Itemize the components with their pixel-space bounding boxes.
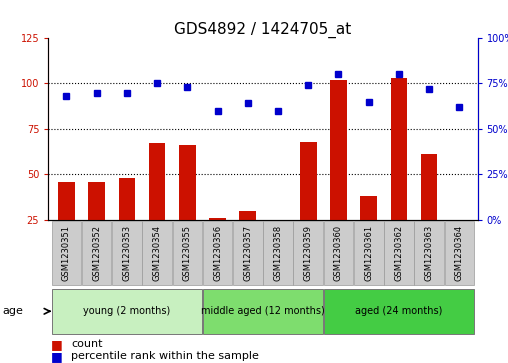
Text: GSM1230351: GSM1230351 bbox=[62, 225, 71, 281]
Text: middle aged (12 months): middle aged (12 months) bbox=[201, 306, 325, 316]
Text: GSM1230364: GSM1230364 bbox=[455, 225, 464, 281]
FancyBboxPatch shape bbox=[233, 221, 263, 285]
Text: young (2 months): young (2 months) bbox=[83, 306, 171, 316]
Text: GSM1230362: GSM1230362 bbox=[394, 225, 403, 281]
Bar bbox=[239, 211, 256, 220]
Bar bbox=[421, 154, 437, 220]
Text: GSM1230353: GSM1230353 bbox=[122, 225, 132, 281]
FancyBboxPatch shape bbox=[263, 221, 293, 285]
Bar bbox=[209, 218, 226, 220]
FancyBboxPatch shape bbox=[203, 221, 232, 285]
FancyBboxPatch shape bbox=[52, 221, 81, 285]
Text: age: age bbox=[3, 306, 23, 317]
Text: percentile rank within the sample: percentile rank within the sample bbox=[71, 351, 259, 362]
Bar bbox=[360, 196, 377, 220]
FancyBboxPatch shape bbox=[294, 221, 323, 285]
Text: GSM1230352: GSM1230352 bbox=[92, 225, 101, 281]
FancyBboxPatch shape bbox=[173, 221, 202, 285]
Bar bbox=[58, 182, 75, 220]
FancyBboxPatch shape bbox=[142, 221, 172, 285]
Text: GSM1230361: GSM1230361 bbox=[364, 225, 373, 281]
Bar bbox=[179, 145, 196, 220]
Text: GSM1230357: GSM1230357 bbox=[243, 225, 252, 281]
Text: aged (24 months): aged (24 months) bbox=[355, 306, 442, 316]
Bar bbox=[300, 142, 316, 220]
Title: GDS4892 / 1424705_at: GDS4892 / 1424705_at bbox=[174, 22, 352, 38]
FancyBboxPatch shape bbox=[354, 221, 384, 285]
FancyBboxPatch shape bbox=[112, 221, 142, 285]
Bar bbox=[118, 178, 135, 220]
FancyBboxPatch shape bbox=[324, 221, 353, 285]
FancyBboxPatch shape bbox=[52, 289, 202, 334]
Text: GSM1230356: GSM1230356 bbox=[213, 225, 222, 281]
FancyBboxPatch shape bbox=[82, 221, 111, 285]
Bar bbox=[270, 220, 287, 223]
FancyBboxPatch shape bbox=[415, 221, 444, 285]
FancyBboxPatch shape bbox=[384, 221, 414, 285]
FancyBboxPatch shape bbox=[324, 289, 474, 334]
Text: GSM1230363: GSM1230363 bbox=[425, 225, 434, 281]
Text: ■: ■ bbox=[51, 338, 62, 351]
Text: ■: ■ bbox=[51, 350, 62, 363]
FancyBboxPatch shape bbox=[203, 289, 323, 334]
Bar bbox=[330, 80, 347, 220]
Text: GSM1230360: GSM1230360 bbox=[334, 225, 343, 281]
Text: GSM1230355: GSM1230355 bbox=[183, 225, 192, 281]
Bar bbox=[149, 143, 166, 220]
Text: count: count bbox=[71, 339, 103, 349]
Text: GSM1230358: GSM1230358 bbox=[273, 225, 282, 281]
Text: GSM1230359: GSM1230359 bbox=[304, 225, 313, 281]
Text: GSM1230354: GSM1230354 bbox=[152, 225, 162, 281]
FancyBboxPatch shape bbox=[444, 221, 474, 285]
Bar bbox=[88, 182, 105, 220]
Bar bbox=[391, 78, 407, 220]
